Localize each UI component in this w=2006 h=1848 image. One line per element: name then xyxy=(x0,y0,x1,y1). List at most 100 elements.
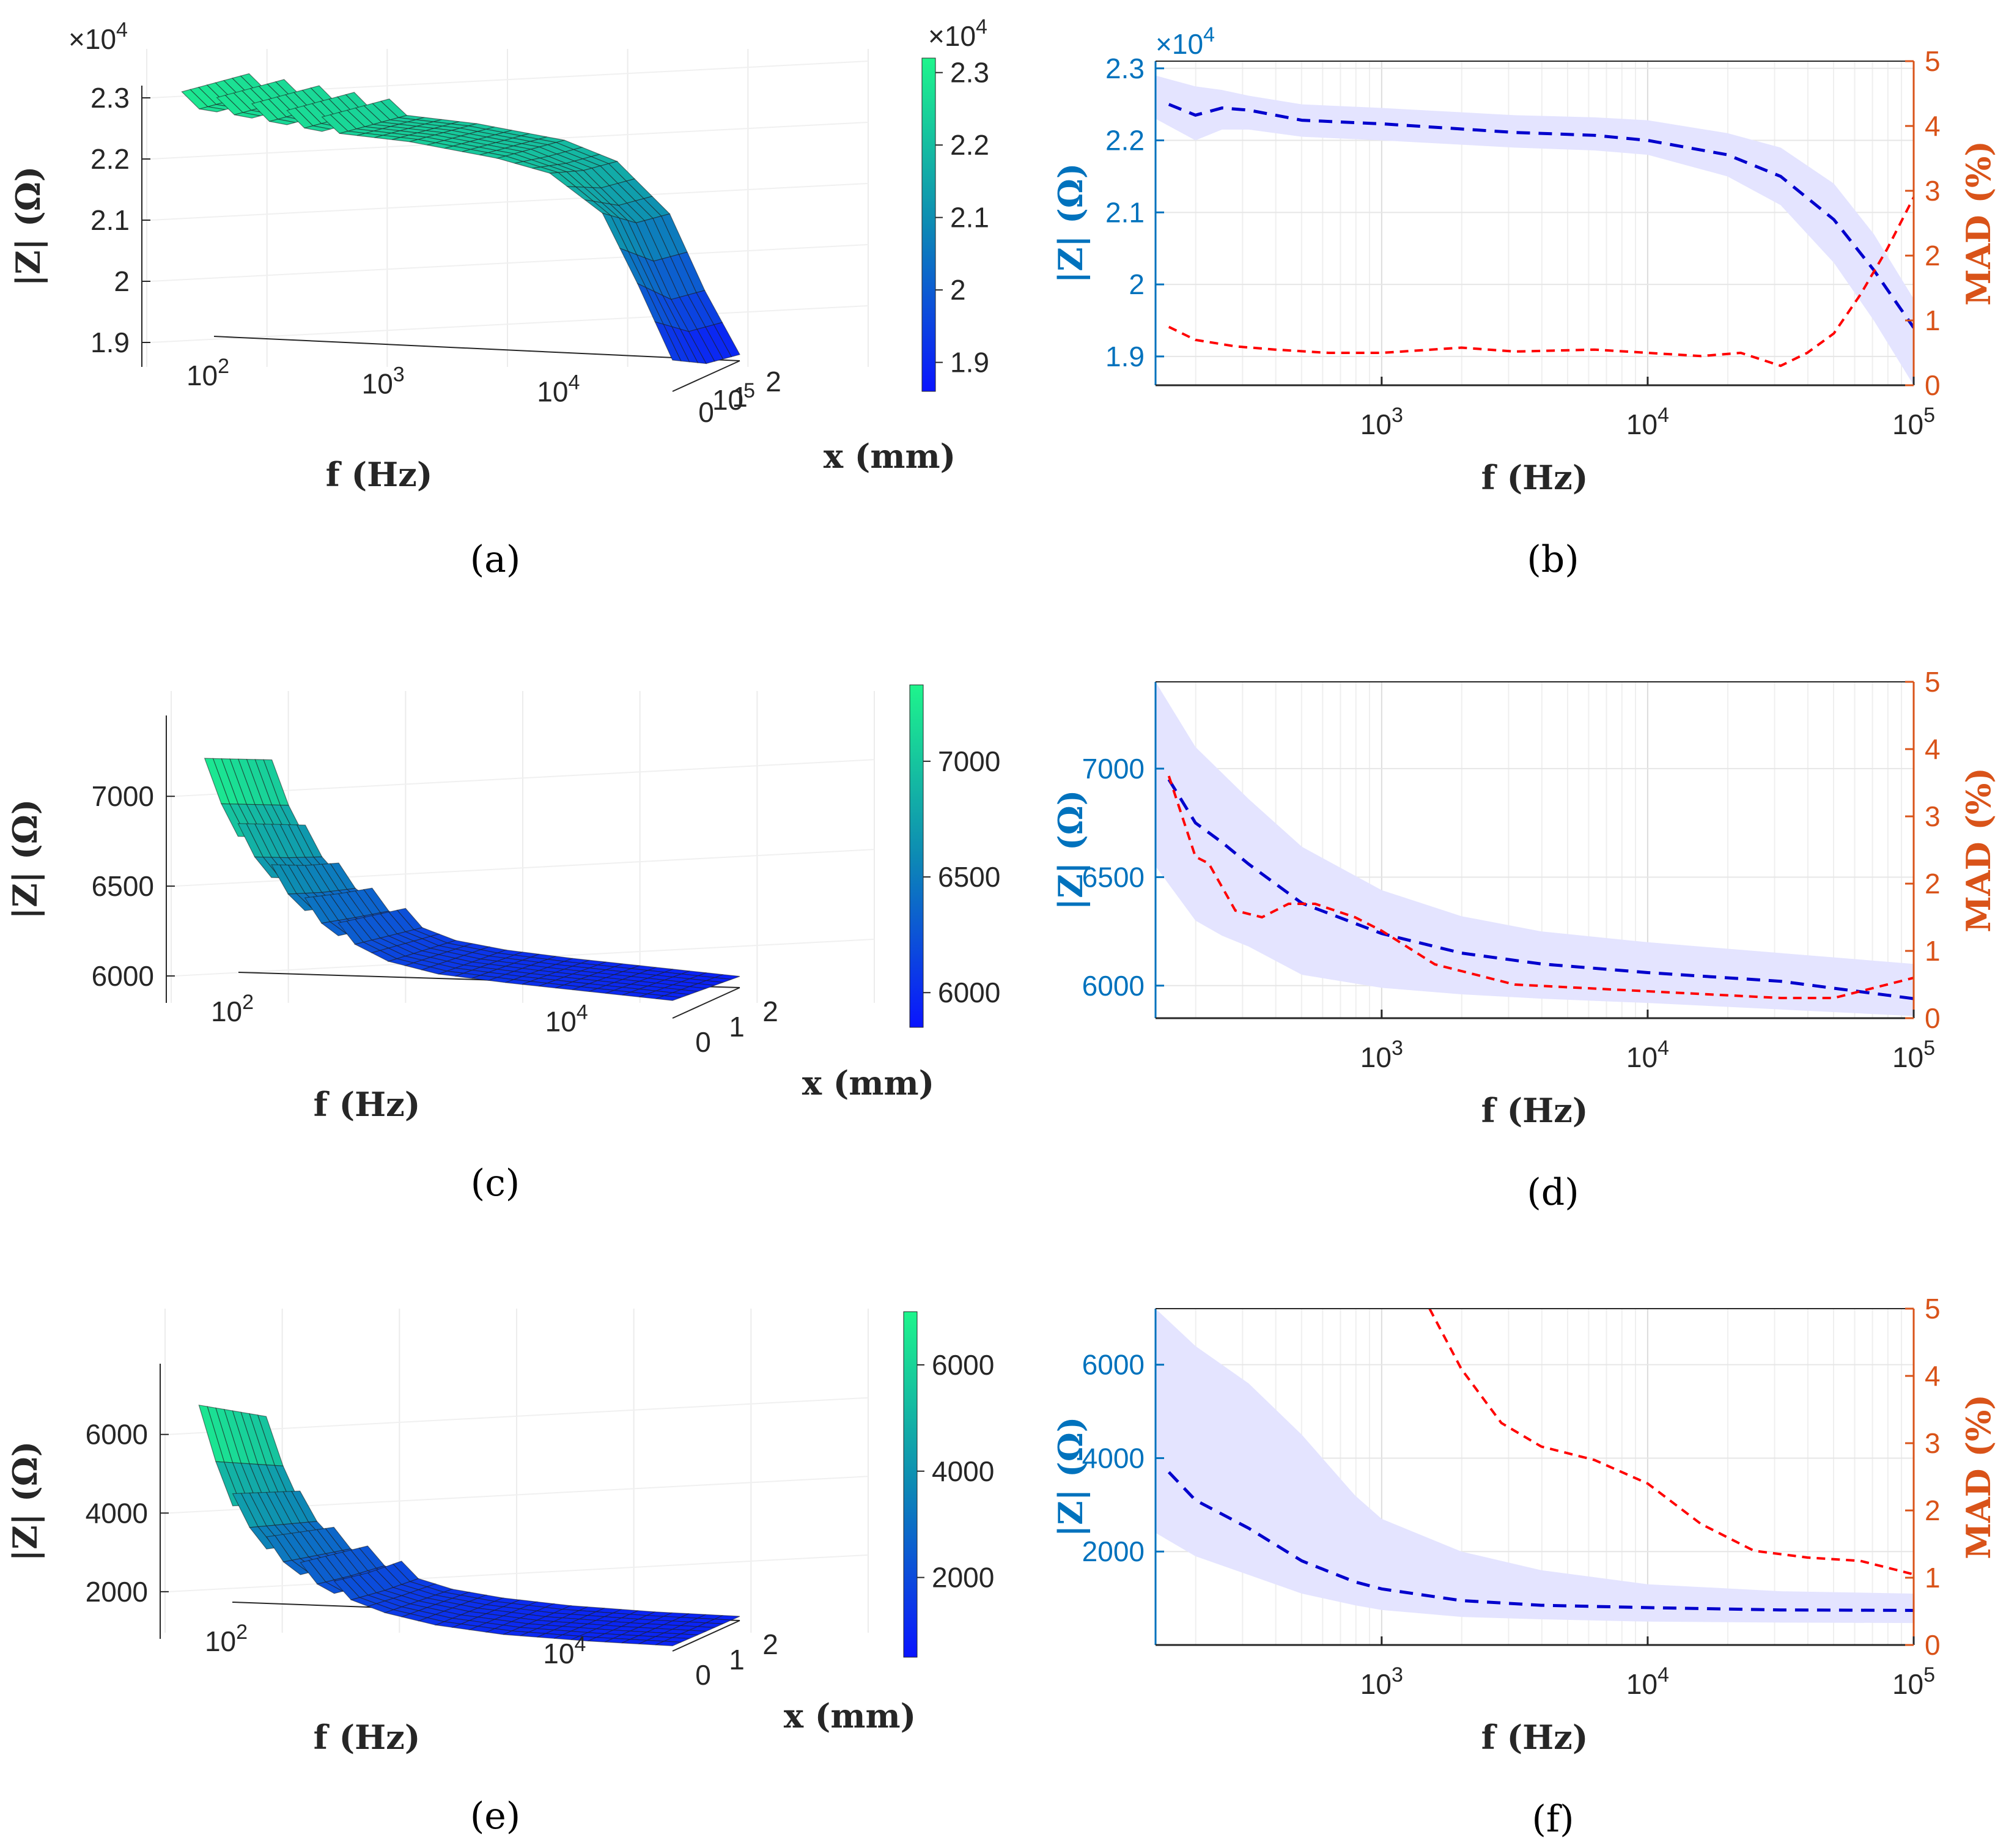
y-left-tick-label: 6000 xyxy=(1082,970,1145,1002)
mean-impedance-line xyxy=(1167,1471,1914,1612)
surface-facet xyxy=(199,106,226,113)
f-tick-label: 105 xyxy=(712,379,755,416)
x-tick-label: 105 xyxy=(1892,1037,1935,1073)
f-tick-label: 104 xyxy=(537,371,580,408)
colorbar-tick-label: 6000 xyxy=(938,977,1000,1008)
y-right-axis-title: MAD (%) xyxy=(1959,1394,1998,1559)
colorbar xyxy=(921,57,936,392)
y-right-axis-title: MAD (%) xyxy=(1959,767,1998,933)
z-tick-label: 6000 xyxy=(92,960,154,992)
colorbar xyxy=(903,1311,918,1658)
x-tick-label: 103 xyxy=(1360,404,1403,440)
x-mm-tick-label: 2 xyxy=(762,996,778,1027)
z-tick-label: 2.3 xyxy=(90,82,130,114)
y-right-tick-label: 0 xyxy=(1925,1629,1941,1661)
y-right-tick-label: 0 xyxy=(1925,1002,1941,1034)
z-exponent-label: ×104 xyxy=(68,18,128,55)
y-left-tick-label: 2.2 xyxy=(1105,125,1145,157)
y-right-tick-label: 4 xyxy=(1925,110,1941,142)
panel-label: (b) xyxy=(1527,538,1579,581)
y-right-tick-label: 4 xyxy=(1925,733,1941,765)
x-axis-title: x (mm) xyxy=(784,1696,916,1735)
x-axis xyxy=(672,360,740,392)
y-right-tick-label: 5 xyxy=(1925,1293,1941,1325)
panel-b: 103 104 105 1.9 2 2.1 2.2 2.3 0 1 2 3 4 5 ×104 f (Hz) |Z… xyxy=(1051,23,1998,581)
x-axis-title: x (mm) xyxy=(802,1063,934,1103)
x-mm-tick-label: 1 xyxy=(732,381,748,413)
y-left-tick-label: 2.1 xyxy=(1105,196,1145,228)
colorbar-tick-label: 6000 xyxy=(932,1349,994,1381)
y-left-tick-label: 6000 xyxy=(1082,1349,1145,1381)
panel-label: (d) xyxy=(1527,1171,1579,1214)
colorbar-tick-label: 7000 xyxy=(938,745,1000,777)
y-left-tick-label: 2000 xyxy=(1082,1536,1145,1567)
z-tick-label: 1.9 xyxy=(90,327,130,358)
colorbar xyxy=(909,684,924,1028)
f-axis-title: f (Hz) xyxy=(326,455,433,494)
z-tick-label: 2 xyxy=(114,265,130,297)
colorbar-tick-label: 6500 xyxy=(938,861,1000,893)
z-gridline xyxy=(168,1554,869,1592)
z-tick-label: 2000 xyxy=(86,1576,148,1608)
f-tick-label: 102 xyxy=(211,991,254,1027)
z-axis-title: |Z| (Ω) xyxy=(6,799,45,920)
panel-label: (f) xyxy=(1532,1798,1574,1841)
f-tick-label: 102 xyxy=(186,355,229,391)
y-right-tick-label: 2 xyxy=(1925,1495,1941,1526)
x-mm-tick-label: 1 xyxy=(729,1644,745,1676)
panel-label: (e) xyxy=(470,1795,520,1838)
surface-facet xyxy=(234,112,260,119)
y-left-tick-label: 7000 xyxy=(1082,753,1145,785)
x-mm-tick-label: 2 xyxy=(762,1628,778,1660)
y-left-tick-label: 1.9 xyxy=(1105,341,1145,372)
y-right-tick-label: 3 xyxy=(1925,175,1941,207)
y-right-tick-label: 5 xyxy=(1925,45,1941,77)
x-tick-label: 105 xyxy=(1892,1663,1935,1700)
mean-impedance-line xyxy=(1167,778,1914,1000)
z-tick-label: 7000 xyxy=(92,780,154,812)
y-left-tick-label: 4000 xyxy=(1082,1442,1145,1474)
colorbar-tick-label: 2 xyxy=(950,274,966,306)
y-left-axis-title: |Z| (Ω) xyxy=(1051,163,1091,284)
y-right-tick-label: 5 xyxy=(1925,666,1941,698)
mad-line xyxy=(1428,1309,1914,1576)
x-mm-tick-label: 1 xyxy=(729,1011,745,1043)
f-tick-label: 104 xyxy=(543,1633,586,1669)
z-gridline xyxy=(150,244,869,282)
x-tick-label: 104 xyxy=(1626,1037,1669,1073)
x-axis xyxy=(672,1620,740,1652)
surface-facet xyxy=(304,125,331,132)
colorbar-tick-label: 2000 xyxy=(932,1562,994,1594)
z-gridline xyxy=(168,1397,869,1435)
surface-facet xyxy=(655,1641,681,1647)
panel-c: 6000 6500 7000 102 104 0 1 2 f (Hz) x (mm) |Z| (Ω)… xyxy=(6,684,1000,1205)
x-mm-tick-label: 0 xyxy=(698,396,714,428)
f-tick-label: 102 xyxy=(205,1621,248,1657)
x-tick-label: 104 xyxy=(1626,404,1669,440)
f-axis xyxy=(213,336,740,361)
f-tick-label: 104 xyxy=(545,1001,588,1038)
x-axis-title: f (Hz) xyxy=(1481,458,1588,497)
surface-facet xyxy=(316,1581,344,1594)
x-mm-tick-label: 0 xyxy=(695,1026,711,1058)
panel-label: (c) xyxy=(471,1162,520,1205)
colorbar-tick-label: 2.1 xyxy=(950,202,989,234)
z-tick-label: 4000 xyxy=(86,1497,148,1529)
f-tick-label: 103 xyxy=(362,363,405,399)
y-right-tick-label: 2 xyxy=(1925,240,1941,272)
y-left-tick-label: 2.3 xyxy=(1105,53,1145,84)
colorbar-tick-label: 2.3 xyxy=(950,57,989,89)
x-tick-label: 105 xyxy=(1892,404,1935,440)
z-tick-label: 6000 xyxy=(86,1419,148,1451)
y-right-tick-label: 4 xyxy=(1925,1360,1941,1392)
colorbar-tick-label: 4000 xyxy=(932,1455,994,1487)
y-right-tick-label: 1 xyxy=(1925,935,1941,967)
y-right-axis-title: MAD (%) xyxy=(1959,141,1998,306)
x-mm-tick-label: 2 xyxy=(765,366,781,397)
z-gridline xyxy=(150,305,869,343)
y-left-tick-label: 6500 xyxy=(1082,861,1145,893)
x-axis-title: f (Hz) xyxy=(1481,1091,1588,1130)
panel-f: 103 104 105 2000 4000 6000 0 1 2 3 4 5 f (Hz) |Z| (Ω)… xyxy=(1051,1293,1998,1841)
